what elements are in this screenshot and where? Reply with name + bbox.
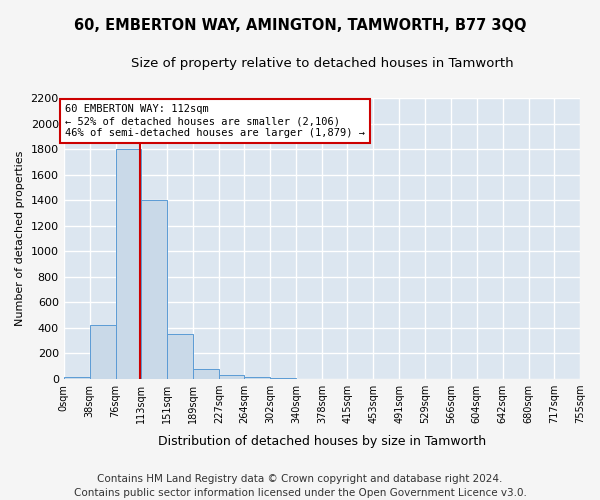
- Title: Size of property relative to detached houses in Tamworth: Size of property relative to detached ho…: [131, 58, 513, 70]
- Bar: [270, 378, 296, 379]
- Bar: [219, 375, 244, 379]
- Bar: [167, 334, 193, 379]
- Text: Contains HM Land Registry data © Crown copyright and database right 2024.
Contai: Contains HM Land Registry data © Crown c…: [74, 474, 526, 498]
- Text: 60 EMBERTON WAY: 112sqm
← 52% of detached houses are smaller (2,106)
46% of semi: 60 EMBERTON WAY: 112sqm ← 52% of detache…: [65, 104, 365, 138]
- Bar: [193, 369, 219, 379]
- X-axis label: Distribution of detached houses by size in Tamworth: Distribution of detached houses by size …: [158, 434, 486, 448]
- Bar: [64, 377, 89, 379]
- Text: 60, EMBERTON WAY, AMINGTON, TAMWORTH, B77 3QQ: 60, EMBERTON WAY, AMINGTON, TAMWORTH, B7…: [74, 18, 526, 32]
- Y-axis label: Number of detached properties: Number of detached properties: [15, 151, 25, 326]
- Bar: [116, 149, 141, 379]
- Bar: [89, 326, 116, 379]
- Bar: [244, 377, 270, 379]
- Bar: [141, 200, 167, 379]
